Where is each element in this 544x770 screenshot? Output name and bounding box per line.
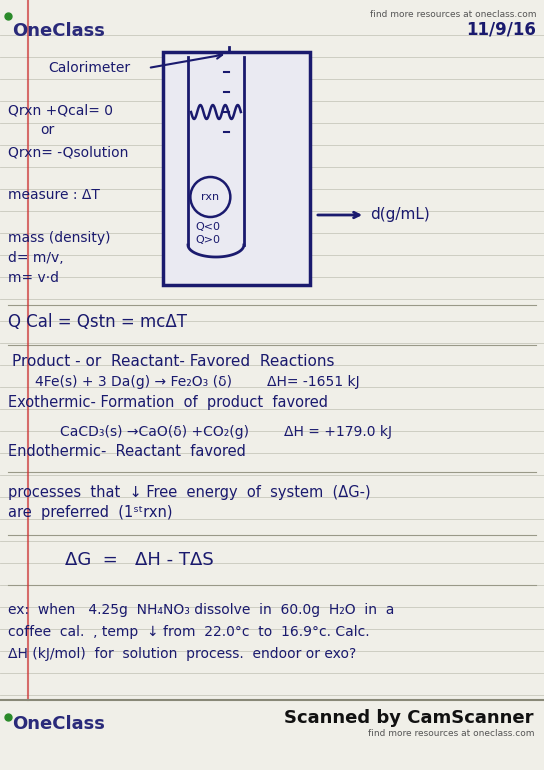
Text: are  preferred  (1ˢᵗrxn): are preferred (1ˢᵗrxn) bbox=[8, 504, 172, 520]
Text: Qrxn +Qcal= 0: Qrxn +Qcal= 0 bbox=[8, 103, 113, 117]
Text: d(g/mL): d(g/mL) bbox=[370, 207, 430, 223]
Text: Q<0: Q<0 bbox=[196, 222, 221, 232]
Text: OneClass: OneClass bbox=[12, 715, 105, 733]
Text: processes  that  ↓ Free  energy  of  system  (ΔG-): processes that ↓ Free energy of system (… bbox=[8, 484, 370, 500]
Text: coffee  cal.  , temp  ↓ from  22.0°c  to  16.9°c. Calc.: coffee cal. , temp ↓ from 22.0°c to 16.9… bbox=[8, 625, 369, 639]
Text: ΔH (kJ/mol)  for  solution  process.  endoor or exo?: ΔH (kJ/mol) for solution process. endoor… bbox=[8, 647, 356, 661]
Text: rxn: rxn bbox=[201, 192, 219, 202]
Text: OneClass: OneClass bbox=[12, 22, 105, 40]
Text: or: or bbox=[40, 123, 54, 137]
Text: 4Fe(s) + 3 Da(g) → Fe₂O₃ (δ)        ΔH= -1651 kJ: 4Fe(s) + 3 Da(g) → Fe₂O₃ (δ) ΔH= -1651 k… bbox=[35, 375, 360, 389]
Text: Q>0: Q>0 bbox=[196, 235, 221, 245]
Text: Product - or  Reactant- Favored  Reactions: Product - or Reactant- Favored Reactions bbox=[12, 354, 335, 370]
Text: CaCD₃(s) →CaO(δ) +CO₂(g)        ΔH = +179.0 kJ: CaCD₃(s) →CaO(δ) +CO₂(g) ΔH = +179.0 kJ bbox=[60, 425, 392, 439]
Text: m= v·d: m= v·d bbox=[8, 271, 59, 285]
Text: ΔG  =   ΔH - TΔS: ΔG = ΔH - TΔS bbox=[65, 551, 214, 569]
Text: measure : ΔT: measure : ΔT bbox=[8, 188, 100, 202]
Text: find more resources at oneclass.com: find more resources at oneclass.com bbox=[369, 10, 536, 19]
Text: Qrxn= -Qsolution: Qrxn= -Qsolution bbox=[8, 145, 128, 159]
Text: ex:  when   4.25g  NH₄NO₃ dissolve  in  60.0g  H₂O  in  a: ex: when 4.25g NH₄NO₃ dissolve in 60.0g … bbox=[8, 603, 394, 617]
Bar bbox=[163, 52, 310, 285]
Text: find more resources at oneclass.com: find more resources at oneclass.com bbox=[368, 729, 534, 738]
Text: 11/9/16: 11/9/16 bbox=[466, 20, 536, 38]
Text: d= m/v,: d= m/v, bbox=[8, 251, 64, 265]
Text: Calorimeter: Calorimeter bbox=[48, 61, 130, 75]
Text: Q Cal = Qstn = mcΔT: Q Cal = Qstn = mcΔT bbox=[8, 313, 187, 331]
Text: Endothermic-  Reactant  favored: Endothermic- Reactant favored bbox=[8, 444, 246, 460]
Text: mass (density): mass (density) bbox=[8, 231, 110, 245]
Text: Exothermic- Formation  of  product  favored: Exothermic- Formation of product favored bbox=[8, 394, 328, 410]
Text: Scanned by CamScanner: Scanned by CamScanner bbox=[285, 709, 534, 727]
